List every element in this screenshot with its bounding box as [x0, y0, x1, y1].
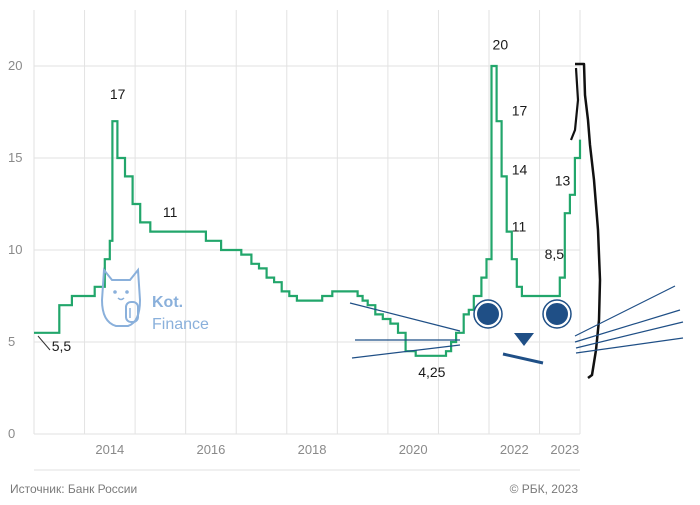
data-label: 20	[493, 36, 509, 52]
data-label: 11	[512, 219, 527, 235]
data-label: 13	[555, 173, 571, 189]
data-label: 17	[512, 103, 528, 119]
data-label: 5,5	[52, 338, 72, 354]
logo-brand: Kot.	[152, 294, 183, 311]
data-labels: 5,5 17 11 4,25 20 17 14 11 8,5 13	[37, 36, 571, 380]
y-tick-label: 0	[8, 426, 15, 441]
logo-subtitle: Finance	[152, 316, 209, 333]
x-tick-label: 2023	[550, 442, 579, 457]
data-label: 11	[163, 204, 178, 220]
y-tick-label: 5	[8, 334, 15, 349]
data-label: 8,5	[545, 246, 565, 262]
label-leader	[37, 335, 51, 351]
x-tick-label: 2022	[500, 442, 529, 457]
data-label: 14	[512, 162, 528, 178]
series-layer	[34, 64, 582, 357]
copyright-note: © РБК, 2023	[509, 482, 578, 496]
y-tick-label: 20	[8, 58, 22, 73]
y-tick-label: 10	[8, 242, 22, 257]
data-label: 4,25	[418, 364, 445, 380]
x-tick-label: 2014	[95, 442, 124, 457]
cat-logo-icon	[100, 267, 142, 327]
x-tick-label: 2016	[196, 442, 225, 457]
axes: 0 5 10 15 20 2014 2016 2018 2020 2022 2023	[8, 58, 579, 457]
series-line	[34, 64, 582, 357]
data-label: 17	[110, 86, 126, 102]
source-note: Источник: Банк России	[10, 482, 138, 496]
x-tick-label: 2020	[399, 442, 428, 457]
y-tick-label: 15	[8, 150, 22, 165]
cat-face-doodle	[349, 62, 684, 379]
x-tick-label: 2018	[298, 442, 327, 457]
grid	[33, 10, 581, 471]
